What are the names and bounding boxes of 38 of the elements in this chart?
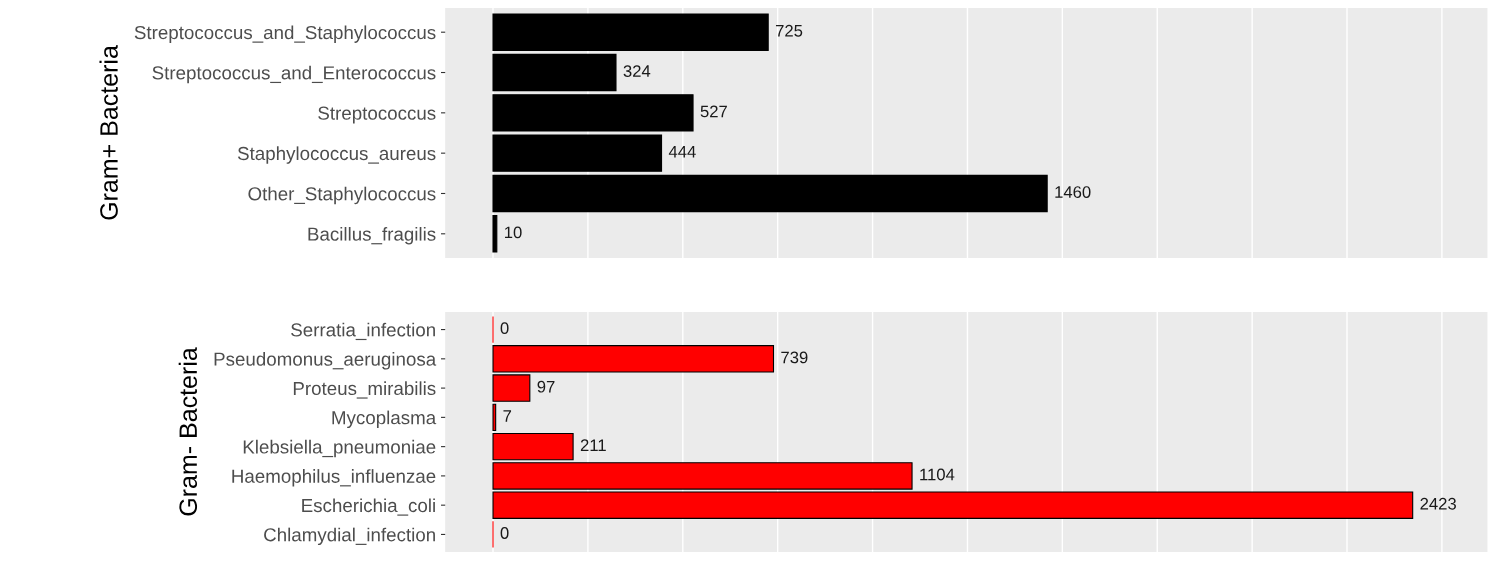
data-label: 0 — [500, 322, 509, 335]
y-axis-title: Gram- Bacteria — [178, 347, 198, 516]
data-label: 1460 — [1055, 186, 1091, 198]
bar — [492, 53, 617, 92]
data-label: 739 — [781, 351, 808, 364]
y-tick-label: Escherichia_coli — [302, 498, 435, 516]
data-label: 1104 — [920, 468, 955, 481]
data-label: 444 — [668, 146, 696, 158]
data-label: 10 — [505, 226, 522, 239]
bar — [492, 94, 694, 132]
bar — [492, 403, 497, 432]
y-tick-label: Streptococcus_and_Staphylococcus — [134, 25, 436, 43]
y-tick-label: Bacillus_fragilis — [308, 227, 436, 245]
data-label: 527 — [700, 105, 727, 118]
y-tick-label: Staphylococcus_aureus — [237, 146, 436, 164]
y-axis-title: Gram+ Bacteria — [99, 45, 118, 220]
bar — [492, 13, 769, 51]
data-label: 7 — [503, 410, 512, 422]
bar — [492, 174, 1048, 213]
y-tick-label: Mycoplasma — [332, 410, 437, 429]
y-tick-label: Haemophilus_influenzae — [232, 469, 436, 487]
y-tick-label: Serratia_infection — [291, 322, 435, 341]
data-label: 0 — [500, 527, 509, 539]
y-tick-label: Streptococcus — [318, 106, 436, 124]
y-tick-label: Streptococcus_and_Enterococcus — [152, 65, 436, 84]
data-label: 97 — [537, 380, 555, 393]
y-tick-label: Other_Staphylococcus — [248, 186, 436, 205]
y-tick-label: Klebsiella_pneumoniae — [243, 439, 436, 458]
y-tick-label: Chlamydial_infection — [264, 527, 435, 546]
data-label: 211 — [580, 439, 606, 451]
bar — [492, 134, 663, 172]
data-label: 2423 — [1420, 497, 1456, 510]
bar — [492, 215, 498, 253]
bar — [492, 432, 574, 461]
data-label: 725 — [775, 24, 803, 37]
y-tick-label: Pseudomonus_aeruginosa — [214, 352, 437, 370]
data-label: 324 — [623, 65, 651, 77]
y-tick-label: Proteus_mirabilis — [293, 381, 436, 399]
